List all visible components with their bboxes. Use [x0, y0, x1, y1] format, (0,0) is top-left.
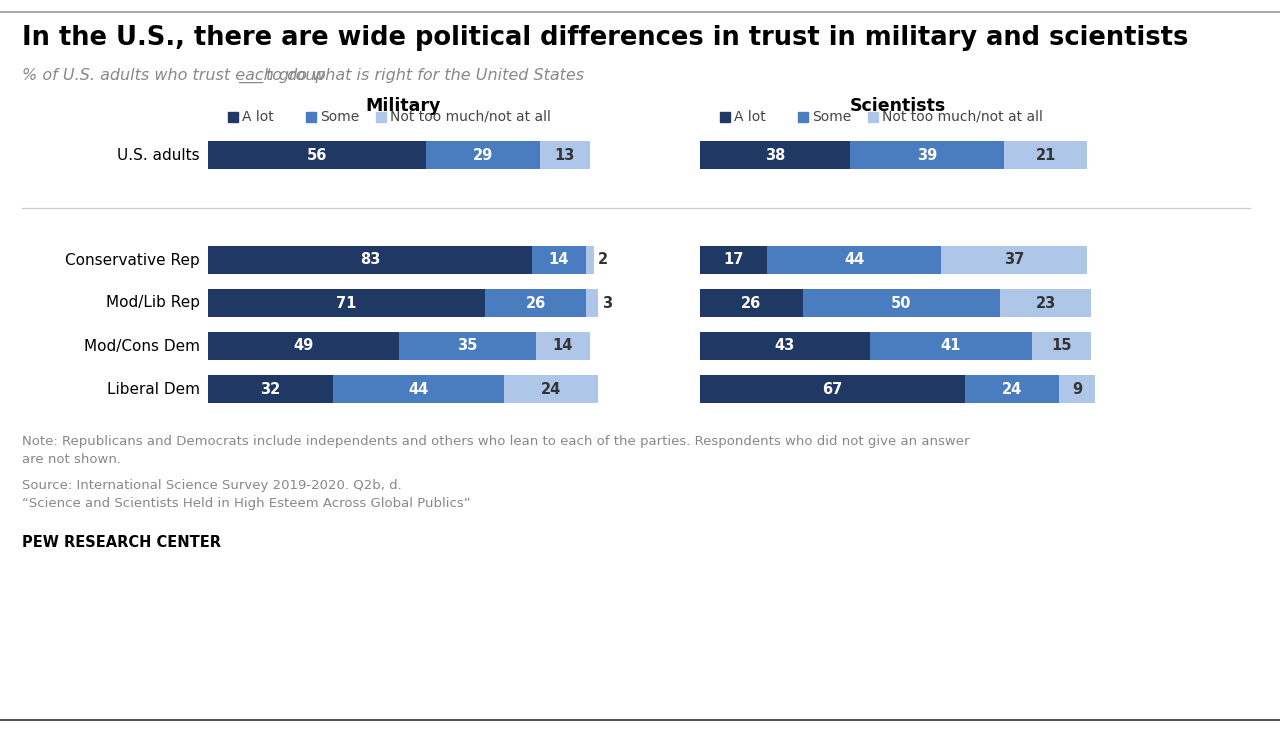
Bar [1032, 332, 1091, 360]
Bar [700, 246, 767, 274]
Text: 3: 3 [602, 296, 612, 310]
Text: Not too much/not at all: Not too much/not at all [882, 110, 1043, 124]
Bar [965, 375, 1060, 403]
Bar [306, 112, 316, 122]
Bar [850, 141, 1004, 169]
Bar [941, 246, 1087, 274]
Bar [207, 332, 399, 360]
Text: U.S. adults: U.S. adults [118, 147, 200, 163]
Text: Mod/Lib Rep: Mod/Lib Rep [106, 296, 200, 310]
Bar [531, 246, 586, 274]
Bar [1000, 289, 1091, 317]
Bar [485, 289, 586, 317]
Bar [719, 112, 730, 122]
Bar [333, 375, 504, 403]
Text: Source: International Science Survey 2019-2020. Q2b, d.
“Science and Scientists : Source: International Science Survey 201… [22, 479, 471, 510]
Text: 41: 41 [941, 339, 961, 353]
Text: % of U.S. adults who trust each group: % of U.S. adults who trust each group [22, 68, 325, 83]
Text: 56: 56 [307, 147, 328, 163]
Bar [700, 332, 870, 360]
Text: 29: 29 [472, 147, 493, 163]
Bar [868, 112, 878, 122]
Bar [228, 112, 238, 122]
Bar [426, 141, 539, 169]
Bar [207, 375, 333, 403]
Text: 43: 43 [774, 339, 795, 353]
Text: 13: 13 [554, 147, 575, 163]
Text: 26: 26 [526, 296, 545, 310]
Text: 26: 26 [741, 296, 762, 310]
Bar [1004, 141, 1087, 169]
Text: 38: 38 [765, 147, 785, 163]
Bar [700, 141, 850, 169]
Text: to do what is right for the United States: to do what is right for the United State… [266, 68, 584, 83]
Text: Scientists: Scientists [850, 97, 946, 115]
Text: 35: 35 [457, 339, 477, 353]
Text: 67: 67 [822, 382, 842, 396]
Text: Military: Military [365, 97, 440, 115]
Text: 14: 14 [553, 339, 573, 353]
Bar [700, 375, 965, 403]
Text: Some: Some [812, 110, 851, 124]
Text: 32: 32 [260, 382, 280, 396]
Text: 37: 37 [1004, 253, 1024, 267]
Text: 2: 2 [598, 253, 608, 267]
Text: Liberal Dem: Liberal Dem [108, 382, 200, 396]
Text: PEW RESEARCH CENTER: PEW RESEARCH CENTER [22, 535, 221, 550]
Bar [797, 112, 808, 122]
Text: Mod/Cons Dem: Mod/Cons Dem [84, 339, 200, 353]
Bar [399, 332, 535, 360]
Bar [207, 141, 426, 169]
Text: Conservative Rep: Conservative Rep [65, 253, 200, 267]
Text: Not too much/not at all: Not too much/not at all [390, 110, 550, 124]
Bar [586, 289, 598, 317]
Bar [535, 332, 590, 360]
Bar [1060, 375, 1094, 403]
Text: 9: 9 [1073, 382, 1083, 396]
Text: 24: 24 [1002, 382, 1023, 396]
Bar [586, 246, 594, 274]
Text: 39: 39 [916, 147, 937, 163]
Bar [207, 289, 485, 317]
Bar [700, 289, 803, 317]
Text: 44: 44 [844, 253, 864, 267]
Text: Some: Some [320, 110, 360, 124]
Text: A lot: A lot [733, 110, 765, 124]
Text: ___: ___ [234, 68, 269, 83]
Text: Note: Republicans and Democrats include independents and others who lean to each: Note: Republicans and Democrats include … [22, 435, 969, 466]
Bar [803, 289, 1000, 317]
Text: 83: 83 [360, 253, 380, 267]
Text: 44: 44 [408, 382, 429, 396]
Bar [207, 246, 531, 274]
Bar [870, 332, 1032, 360]
Text: 24: 24 [541, 382, 562, 396]
Bar [504, 375, 598, 403]
Text: 49: 49 [293, 339, 314, 353]
Text: 50: 50 [891, 296, 911, 310]
Text: 14: 14 [549, 253, 570, 267]
Bar [539, 141, 590, 169]
Text: 23: 23 [1036, 296, 1056, 310]
Bar [767, 246, 941, 274]
Bar [376, 112, 387, 122]
Text: In the U.S., there are wide political differences in trust in military and scien: In the U.S., there are wide political di… [22, 25, 1188, 51]
Text: 15: 15 [1051, 339, 1071, 353]
Text: 21: 21 [1036, 147, 1056, 163]
Text: 71: 71 [337, 296, 357, 310]
Text: A lot: A lot [242, 110, 274, 124]
Text: 17: 17 [723, 253, 744, 267]
